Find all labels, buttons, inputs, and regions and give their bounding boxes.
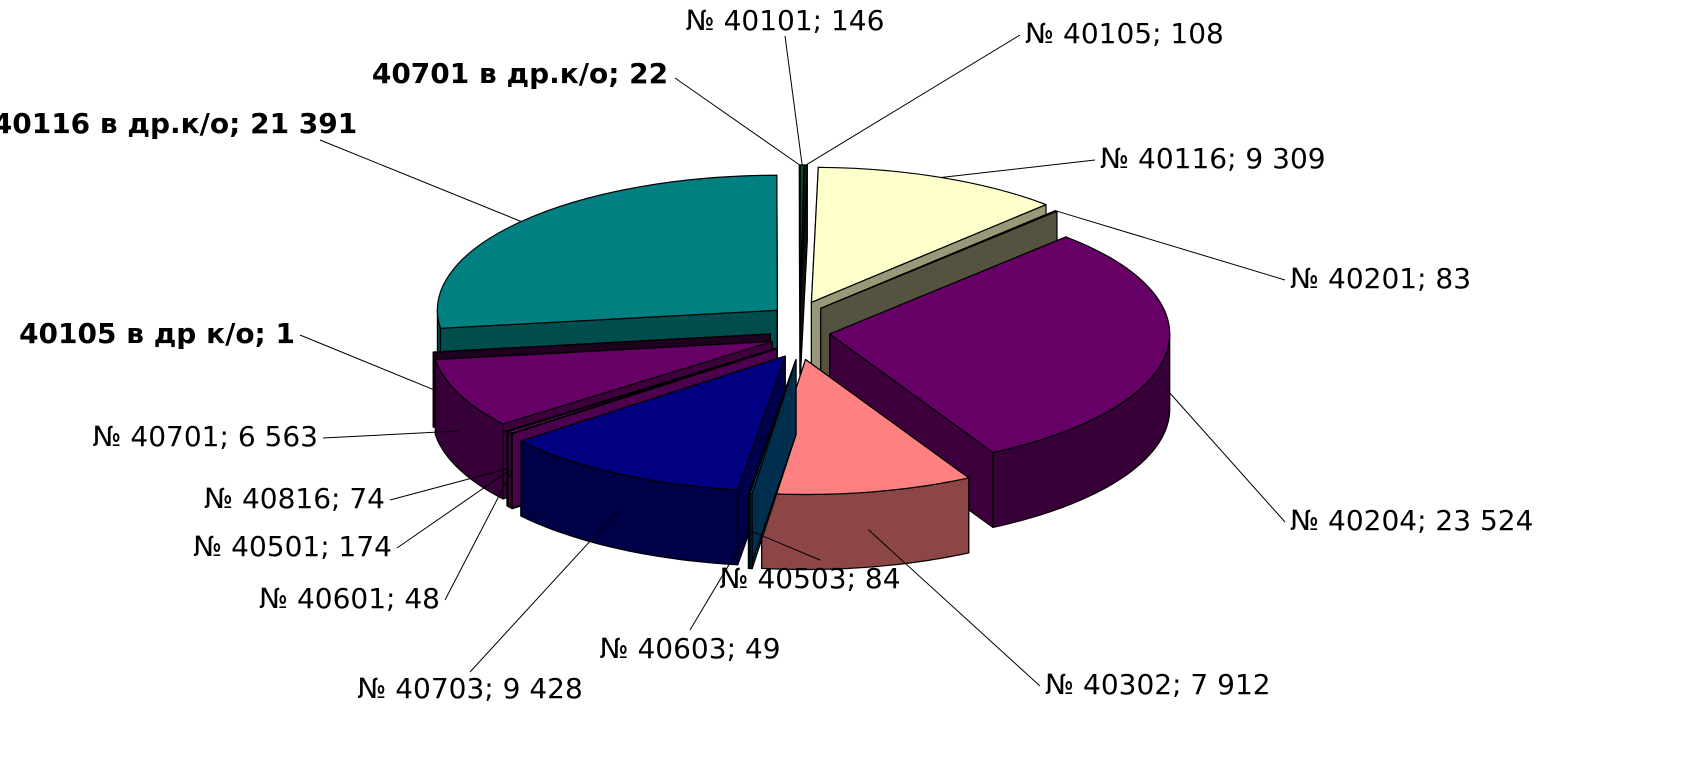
leader-line xyxy=(396,469,511,549)
slice-top xyxy=(510,348,778,435)
leader-line xyxy=(750,530,821,561)
leader-line xyxy=(784,35,803,166)
slice-top xyxy=(829,236,1171,454)
data-label: № 40603; 49 xyxy=(599,632,780,665)
leader-line xyxy=(867,529,1041,687)
slice-top xyxy=(520,355,786,491)
slice xyxy=(520,355,786,566)
leader-line xyxy=(674,77,800,166)
data-label: № 40601; 48 xyxy=(259,582,440,615)
leader-line xyxy=(469,510,619,673)
slice xyxy=(799,164,808,376)
data-label: 40701 в др.к/о; 22 xyxy=(372,57,668,90)
leader-line xyxy=(689,530,750,631)
leader-line xyxy=(444,470,513,601)
slice-top xyxy=(810,166,1047,303)
slice xyxy=(749,359,797,570)
data-label: 40116 в др.к/о; 21 391 xyxy=(0,107,357,140)
data-label: № 40501; 174 xyxy=(193,530,392,563)
data-label: № 40701; 6 563 xyxy=(92,420,318,453)
leader-line xyxy=(940,159,1096,178)
data-label: № 40302; 7 912 xyxy=(1045,668,1271,701)
leader-line xyxy=(1166,389,1286,523)
data-label: № 40204; 23 524 xyxy=(1290,504,1533,537)
data-label: № 40105; 108 xyxy=(1025,17,1224,50)
leader-line xyxy=(322,430,459,439)
slice xyxy=(761,358,970,571)
slice-top xyxy=(749,359,797,495)
leader-line xyxy=(389,468,508,501)
data-label: № 40116; 9 309 xyxy=(1100,142,1326,175)
slice-top xyxy=(434,340,773,425)
data-label: № 40503; 84 xyxy=(719,562,900,595)
data-label: 40105 в др к/о; 1 xyxy=(19,317,295,350)
slice-wall xyxy=(507,431,512,509)
slice-top xyxy=(432,333,771,353)
data-label: № 40816; 74 xyxy=(204,482,385,515)
data-label: № 40201; 83 xyxy=(1290,262,1471,295)
data-label: № 40101; 146 xyxy=(686,4,885,37)
leader-line xyxy=(805,34,1021,166)
leader-line xyxy=(299,334,434,391)
leader-line xyxy=(319,139,522,222)
leader-line xyxy=(1056,210,1286,281)
data-label: № 40703; 9 428 xyxy=(357,672,583,705)
slice-top xyxy=(436,174,778,329)
